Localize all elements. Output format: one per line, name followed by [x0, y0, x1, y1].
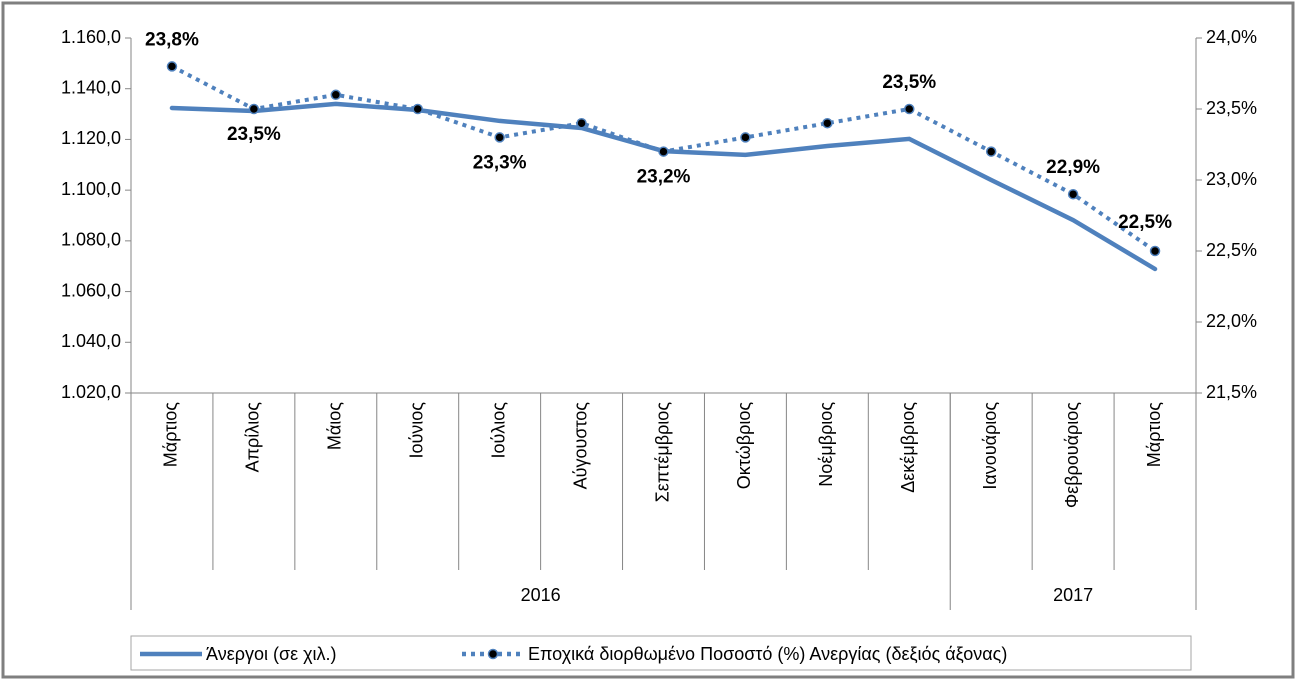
- x-tick-label: Ιανουάριος: [980, 402, 1000, 490]
- x-tick-label: Ιούλιος: [488, 402, 508, 459]
- marker: [904, 103, 915, 115]
- y2-tick-label: 21,5%: [1206, 382, 1257, 402]
- y-tick-label: 1.020,0: [61, 382, 121, 402]
- y-tick-label: 1.100,0: [61, 179, 121, 199]
- value-label: 23,5%: [882, 72, 936, 93]
- legend-label: Άνεργοι (σε χιλ.): [206, 644, 337, 664]
- y2-tick-label: 23,5%: [1206, 98, 1257, 118]
- y-tick-label: 1.040,0: [61, 331, 121, 351]
- marker: [822, 117, 833, 129]
- marker: [576, 117, 587, 129]
- value-label: 23,2%: [637, 167, 691, 188]
- y2-tick-label: 22,5%: [1206, 240, 1257, 260]
- y-tick-label: 1.160,0: [61, 27, 121, 47]
- x-tick-label: Μάρτιος: [161, 402, 181, 468]
- value-label: 23,5%: [227, 124, 281, 145]
- legend-label: Εποχικά διορθωμένο Ποσοστό (%) Ανεργίας …: [528, 644, 1007, 664]
- y2-tick-label: 23,0%: [1206, 169, 1257, 189]
- y-tick-label: 1.140,0: [61, 77, 121, 97]
- x-tick-label: Φεβρουάριος: [1062, 402, 1082, 508]
- y2-tick-label: 22,0%: [1206, 311, 1257, 331]
- y2-tick-label: 24,0%: [1206, 27, 1257, 47]
- marker: [166, 61, 178, 72]
- value-label: 22,5%: [1118, 212, 1172, 233]
- x-tick-label: Απρίλιος: [243, 402, 263, 473]
- y-tick-label: 1.060,0: [61, 280, 121, 300]
- value-label: 22,9%: [1046, 157, 1100, 178]
- marker: [1149, 245, 1161, 257]
- marker: [494, 132, 505, 143]
- x-tick-label: Οκτώβριος: [734, 402, 754, 490]
- marker: [412, 103, 423, 115]
- legend-marker: [487, 648, 499, 660]
- marker: [330, 89, 342, 101]
- legend-box: [130, 635, 1192, 671]
- marker: [658, 146, 669, 157]
- group-label: 2017: [1053, 585, 1093, 605]
- x-tick-label: Ιούνιος: [406, 402, 426, 459]
- x-tick-label: Νοέμβριος: [816, 402, 836, 487]
- value-label: 23,3%: [473, 152, 527, 173]
- value-label: 23,8%: [145, 29, 199, 50]
- x-tick-label: Αύγουστος: [570, 402, 590, 490]
- y-tick-label: 1.120,0: [61, 128, 121, 148]
- x-tick-label: Σεπτέμβριος: [652, 402, 672, 503]
- y-tick-label: 1.080,0: [61, 230, 121, 250]
- group-label: 2016: [521, 585, 561, 605]
- marker: [985, 146, 997, 157]
- marker: [740, 132, 751, 143]
- x-tick-label: Μάιος: [325, 402, 345, 450]
- x-tick-label: Δεκέμβριος: [898, 402, 918, 493]
- x-tick-label: Μάρτιος: [1144, 402, 1164, 468]
- marker: [1067, 188, 1079, 200]
- marker: [248, 103, 260, 115]
